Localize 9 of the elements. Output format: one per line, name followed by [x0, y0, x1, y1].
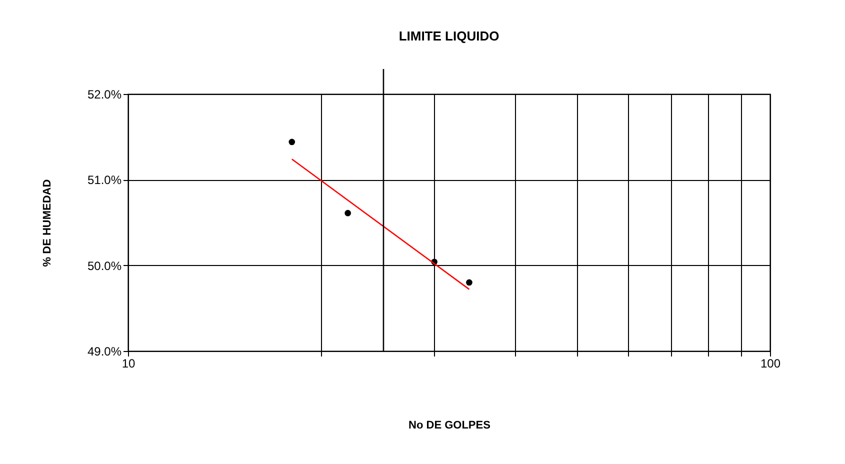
y-tick-label: 49.0%	[87, 344, 122, 358]
x-axis-title: No DE GOLPES	[408, 420, 490, 432]
y-axis-title: % DE HUMEDAD	[41, 179, 54, 267]
y-tick-label: 52.0%	[87, 88, 122, 102]
chart-title: LIMITE LIQUIDO	[398, 28, 500, 44]
y-tick-label: 50.0%	[87, 258, 122, 273]
y-tick-label: 51.0%	[87, 173, 122, 188]
x-tick-label: 10	[122, 356, 136, 370]
x-tick-label: 100	[760, 356, 781, 370]
